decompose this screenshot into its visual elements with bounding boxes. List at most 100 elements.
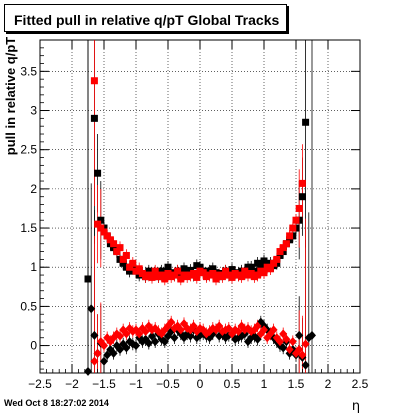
- square-marker: [106, 236, 114, 244]
- square-marker: [126, 267, 134, 275]
- diamond-marker: [186, 331, 195, 341]
- diamond-marker: [295, 330, 304, 340]
- diamond-marker: [260, 325, 268, 335]
- diamond-marker: [90, 356, 99, 366]
- tick-labels: −2.5 −2 −1.5 −1 −0.5 0 0.5 1 1.5 2 2.5 0 0.5 1 1.5 2 2.5…: [20, 64, 368, 391]
- diamond-marker: [301, 360, 310, 370]
- square-marker: [257, 262, 265, 270]
- square-marker: [302, 118, 310, 126]
- square-marker: [148, 273, 156, 281]
- square-marker: [218, 273, 226, 281]
- y-tick-label: 1: [30, 260, 37, 274]
- x-tick-label: 0: [197, 377, 204, 391]
- diamond-marker: [116, 344, 124, 354]
- square-marker: [298, 179, 306, 187]
- x-tick-label: 0.5: [224, 377, 241, 391]
- square-marker: [286, 236, 294, 244]
- square-marker: [199, 269, 207, 277]
- diamond-marker: [144, 338, 153, 348]
- plot-frame: [39, 39, 361, 374]
- x-axis-label: η: [352, 399, 360, 414]
- square-marker: [289, 224, 297, 232]
- diamond-marker: [253, 321, 262, 331]
- diamond-marker: [103, 350, 112, 360]
- square-marker: [238, 273, 246, 281]
- square-marker: [135, 265, 143, 273]
- square-marker: [247, 263, 255, 271]
- square-marker: [122, 251, 130, 259]
- x-tick-label: 2.5: [352, 377, 369, 391]
- square-marker: [161, 275, 169, 283]
- diamond-marker: [93, 348, 102, 358]
- square-marker: [273, 255, 281, 263]
- square-marker: [110, 244, 118, 252]
- diamond-marker: [285, 344, 294, 354]
- square-marker: [145, 267, 153, 275]
- square-marker: [279, 244, 287, 252]
- chart-title: Fitted pull in relative q/pT Global Trac…: [14, 12, 280, 28]
- square-marker: [84, 275, 92, 283]
- square-marker: [119, 255, 127, 263]
- diamond-marker: [224, 323, 233, 333]
- square-marker: [94, 169, 102, 177]
- square-marker: [266, 265, 274, 273]
- square-marker: [129, 259, 137, 267]
- square-marker: [126, 263, 134, 271]
- diamond-marker: [276, 337, 284, 347]
- y-tick-label: 2: [30, 182, 37, 196]
- x-tick-label: −0.5: [156, 377, 180, 391]
- square-marker: [228, 273, 236, 281]
- diamond-marker: [170, 333, 179, 343]
- diamond-marker: [308, 330, 316, 340]
- square-marker: [190, 269, 198, 277]
- square-marker: [97, 216, 105, 224]
- square-marker: [260, 269, 268, 277]
- diamond-marker: [298, 350, 307, 360]
- diamond-marker: [84, 366, 92, 376]
- y-axis-label: pull in relative q/pT: [3, 37, 18, 156]
- square-marker: [282, 240, 290, 248]
- square-marker: [110, 240, 118, 248]
- diamond-marker: [135, 329, 144, 339]
- diamond-marker: [295, 344, 304, 354]
- square-marker: [180, 265, 188, 273]
- diamond-marker: [176, 325, 185, 335]
- diamond-marker: [90, 330, 99, 340]
- diamond-marker: [100, 341, 108, 351]
- square-marker: [164, 263, 172, 271]
- diamond-marker: [279, 329, 288, 339]
- diamond-marker: [87, 304, 96, 314]
- square-marker: [113, 248, 121, 256]
- square-marker: [286, 232, 294, 240]
- diamond-marker: [253, 334, 262, 344]
- square-marker: [116, 244, 124, 252]
- square-marker: [196, 263, 204, 271]
- square-marker: [103, 232, 111, 240]
- square-marker: [94, 220, 102, 228]
- square-marker: [270, 259, 278, 267]
- diamond-marker: [234, 326, 243, 336]
- diamond-marker: [215, 321, 224, 331]
- diamond-marker: [100, 356, 108, 366]
- y-tick-label: 0: [30, 339, 37, 353]
- x-tick-label: −2: [65, 377, 79, 391]
- square-marker: [292, 216, 300, 224]
- square-marker: [276, 251, 284, 259]
- diamond-marker: [269, 325, 278, 335]
- square-marker: [177, 275, 185, 283]
- data-markers: [84, 77, 316, 376]
- diamond-marker: [189, 321, 198, 331]
- square-marker: [90, 77, 98, 85]
- y-tick-label: 2.5: [20, 143, 37, 157]
- y-tick-label: 0.5: [20, 299, 37, 313]
- diamond-marker: [122, 343, 131, 353]
- square-marker: [100, 228, 108, 236]
- diamond-marker: [167, 317, 176, 327]
- x-tick-label: 1.5: [288, 377, 305, 391]
- diamond-marker: [279, 343, 288, 353]
- square-marker: [276, 248, 284, 256]
- x-tick-label: 1: [261, 377, 268, 391]
- square-marker: [174, 267, 182, 275]
- x-tick-label: −1.5: [92, 377, 116, 391]
